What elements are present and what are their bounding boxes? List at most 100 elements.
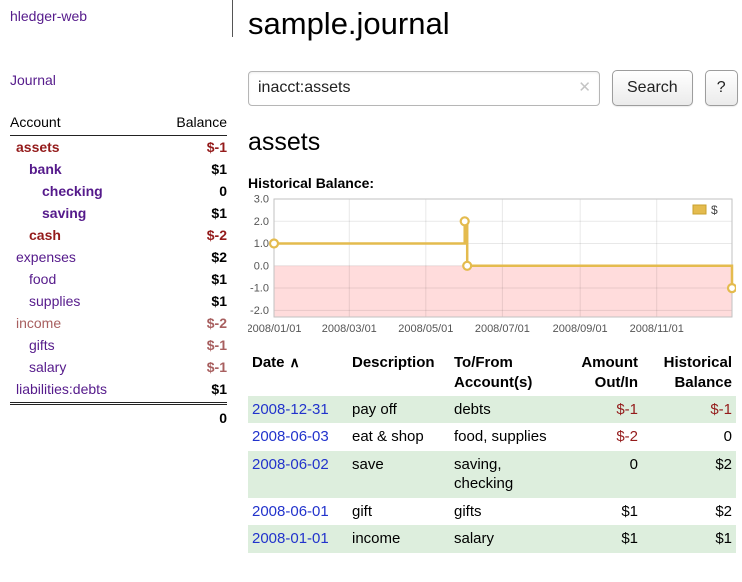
x-axis-tick-label: 2008/05/01 (398, 323, 453, 335)
transaction-balance: $2 (642, 450, 736, 498)
transaction-accounts: debts (450, 395, 564, 423)
account-balance: $1 (211, 293, 227, 309)
y-axis-tick-label: -1.0 (250, 283, 269, 295)
x-axis-tick-label: 2008/03/01 (322, 323, 377, 335)
account-link[interactable]: assets (16, 139, 60, 155)
chart-legend: $ (688, 201, 728, 220)
register-column-header: Historical Balance (663, 354, 732, 392)
transaction-date-cell: 2008-01-01 (248, 525, 348, 553)
sidebar-item-journal[interactable]: Journal (10, 72, 56, 88)
account-link[interactable]: bank (29, 161, 62, 177)
register-column-header: To/From Account(s) (454, 354, 533, 392)
account-heading: assets (248, 128, 321, 156)
transaction-row: 2008-06-01 gift gifts $1 $2 (248, 498, 736, 526)
sidebar-divider (232, 0, 233, 37)
transaction-amount: $1 (564, 525, 642, 553)
account-link[interactable]: liabilities:debts (16, 381, 108, 397)
clear-search-icon[interactable]: ✕ (578, 78, 591, 96)
transaction-amount: $1 (621, 502, 638, 520)
account-link[interactable]: saving (42, 205, 87, 221)
data-point-marker (268, 238, 280, 249)
transaction-date-cell: 2008-06-02 (248, 450, 348, 498)
x-axis-tick-label: 2008/09/01 (553, 323, 608, 335)
sort-ascending-icon: ∧ (289, 354, 300, 370)
account-balance: $-1 (206, 337, 227, 353)
register-column-header: Amount Out/In (581, 354, 638, 392)
account-balance: $1 (211, 381, 227, 397)
account-row: saving $1 (10, 202, 227, 224)
help-button[interactable]: ? (704, 70, 738, 106)
account-link[interactable]: gifts (29, 337, 55, 353)
search-box: ✕ (248, 70, 600, 106)
y-axis-tick-label: -2.0 (250, 305, 269, 317)
transaction-row: 2008-01-01 income salary $1 $1 (248, 525, 736, 553)
account-column-header: Account (10, 114, 61, 130)
account-balance: 0 (219, 183, 227, 199)
account-link[interactable]: income (16, 315, 62, 331)
transaction-date-link[interactable]: 2008-12-31 (252, 400, 329, 418)
transaction-date-link[interactable]: 2008-06-03 (252, 428, 329, 445)
account-balance: $1 (211, 205, 227, 221)
transaction-description: save (348, 450, 450, 498)
transaction-accounts: food, supplies (454, 428, 547, 445)
register-column-header[interactable]: Date ∧ (252, 354, 300, 371)
main-content: sample.journal ✕ Search ? assets Histori… (248, 0, 738, 553)
search-input[interactable] (248, 70, 600, 106)
transaction-date-cell: 2008-12-31 (248, 395, 348, 423)
y-axis-tick-label: 3.0 (254, 195, 269, 206)
x-axis-tick-label: 2008/01/01 (248, 323, 302, 335)
transaction-amount: 0 (564, 450, 642, 498)
balance-column-header: Balance (176, 114, 227, 130)
transaction-amount: $-1 (564, 395, 642, 423)
account-balance: $1 (211, 161, 227, 177)
account-link[interactable]: expenses (16, 249, 76, 265)
transaction-date-cell: 2008-06-03 (248, 423, 348, 451)
transaction-accounts: saving, checking (450, 450, 564, 498)
account-balance: $-2 (206, 227, 227, 243)
data-point-marker (726, 283, 736, 294)
search-bar: ✕ Search ? (248, 70, 738, 106)
chart-negative-region (274, 265, 732, 317)
register-column-header: Description (352, 354, 435, 371)
account-link[interactable]: food (29, 271, 57, 287)
transaction-description: eat & shop (352, 428, 424, 445)
transaction-date-link[interactable]: 2008-06-02 (252, 455, 329, 473)
transaction-description: gift (352, 502, 373, 520)
account-link[interactable]: salary (29, 359, 67, 375)
transaction-description: pay off (348, 395, 450, 423)
y-axis-tick-label: 2.0 (254, 216, 269, 228)
transaction-date-link[interactable]: 2008-06-01 (252, 502, 329, 520)
total-divider (10, 402, 227, 405)
data-point-marker (459, 216, 470, 227)
sidebar: hledger-web Journal Account Balance asse… (0, 0, 233, 431)
account-balance: $2 (211, 249, 227, 265)
transaction-date-link[interactable]: 2008-01-01 (252, 530, 329, 547)
account-row: checking 0 (10, 180, 227, 202)
accounts-list: assets $-1 bank $1 checking 0 saving $1 cash $-2 e… (10, 136, 227, 400)
chart-plot-border (273, 198, 733, 318)
account-link[interactable]: supplies (29, 293, 81, 309)
chart-canvas: 3.0 2.0 1.0 0.0 -1.0 -2.0 2008/01/01 2008/03/01… (248, 195, 736, 335)
y-axis-tick-label: 0.0 (254, 260, 269, 272)
y-axis-tick-label: 1.0 (254, 238, 269, 250)
accounts-total: 0 (219, 410, 227, 426)
page-title: sample.journal (248, 6, 450, 41)
journal-row: Journal (10, 72, 227, 90)
account-link[interactable]: checking (42, 183, 103, 199)
account-row: assets $-1 (10, 136, 227, 158)
transaction-accounts: gifts (454, 502, 482, 520)
account-row: supplies $1 (10, 290, 227, 312)
x-axis-tick-label: 2008/07/01 (475, 323, 530, 335)
register-table: Date ∧ Description To/From Account(s) Amount… (248, 351, 736, 553)
transaction-row: 2008-06-03 eat & shop food, supplies $-2 0 (248, 423, 736, 451)
transaction-row: 2008-06-02 save saving, checking 0 $2 (248, 450, 736, 498)
account-link[interactable]: cash (29, 227, 61, 243)
search-button[interactable]: Search (612, 70, 693, 106)
app-title-link[interactable]: hledger-web (10, 8, 88, 24)
transaction-balance: $2 (715, 502, 732, 520)
historical-balance-chart: 3.0 2.0 1.0 0.0 -1.0 -2.0 2008/01/01 2008/03/01… (248, 195, 736, 341)
account-row: gifts $-1 (10, 334, 227, 356)
account-row: income $-2 (10, 312, 227, 334)
account-row: cash $-2 (10, 224, 227, 246)
account-balance: $-1 (206, 139, 227, 155)
